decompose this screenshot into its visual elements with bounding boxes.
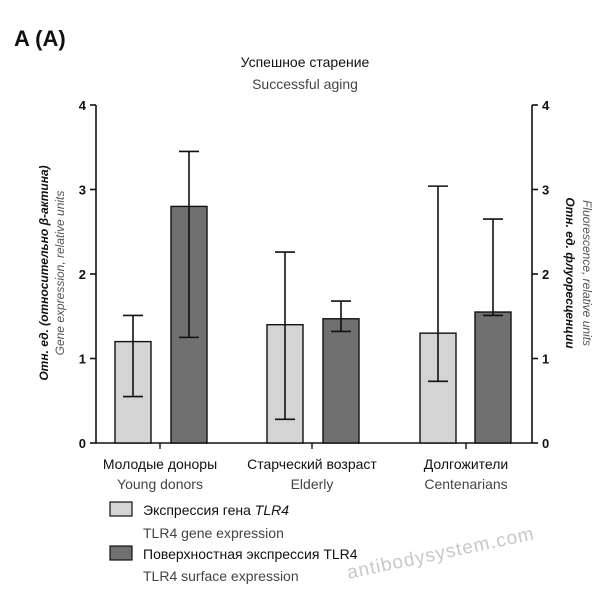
category-label-ru-2: Долгожители [424,456,508,472]
category-label-en-1: Elderly [291,476,334,492]
legend-swatch-surface-expression [109,545,133,561]
y-left-tick-label: 2 [79,267,86,282]
error-bars [123,150,503,421]
y-right-tick-label: 2 [542,267,549,282]
y-axis-left-label-ru: Отн. ед. (относительно β-актина) [37,165,51,380]
y-axis-right-label-en: Fluorescence, relative units [580,200,594,346]
panel-label: A (A) [14,26,66,51]
y-left-tick-label: 3 [79,183,86,198]
category-label-ru-0: Молодые доноры [103,456,217,472]
y-left-tick-label: 4 [79,98,87,113]
legend-swatch-gene-expression [109,501,133,517]
category-label-en-2: Centenarians [424,476,507,492]
chart-title: Успешное старение [241,54,370,70]
chart-subtitle: Successful aging [252,76,358,92]
y-right-tick-label: 3 [542,183,549,198]
bars [114,205,512,444]
bar-series1-cat1 [322,318,360,444]
category-label-ru-1: Старческий возраст [247,456,377,472]
bar-series1-cat2 [474,311,512,444]
legend-label-ru-0: Экспрессия гена TLR4 [143,502,289,518]
y-left-tick-label: 0 [79,436,86,451]
y-axis-left-label-en: Gene expression, relative units [53,191,67,356]
axes: 0 1 2 3 4 0 1 2 3 4 [79,98,550,451]
legend-label-en-1: TLR4 surface expression [143,568,299,584]
watermark: antibodysystem.com [345,523,536,583]
legend: Экспрессия гена TLR4 TLR4 gene expressio… [109,501,358,584]
y-axis-right-title: Отн. ед. флуоресценции Fluorescence, rel… [563,197,594,349]
y-right-tick-label: 0 [542,436,549,451]
category-label-en-0: Young donors [117,476,203,492]
legend-label-en-0: TLR4 gene expression [143,525,284,541]
y-left-tick-label: 1 [79,352,86,367]
legend-label-ru-1: Поверхностная экспрессия TLR4 [143,546,358,562]
y-axis-right-label-ru: Отн. ед. флуоресценции [563,197,577,349]
x-category-labels: Молодые доноры Young donors Старческий в… [103,456,508,492]
y-right-tick-label: 4 [542,98,550,113]
y-right-tick-label: 1 [542,352,549,367]
y-axis-left-title: Отн. ед. (относительно β-актина) Gene ex… [37,165,67,380]
